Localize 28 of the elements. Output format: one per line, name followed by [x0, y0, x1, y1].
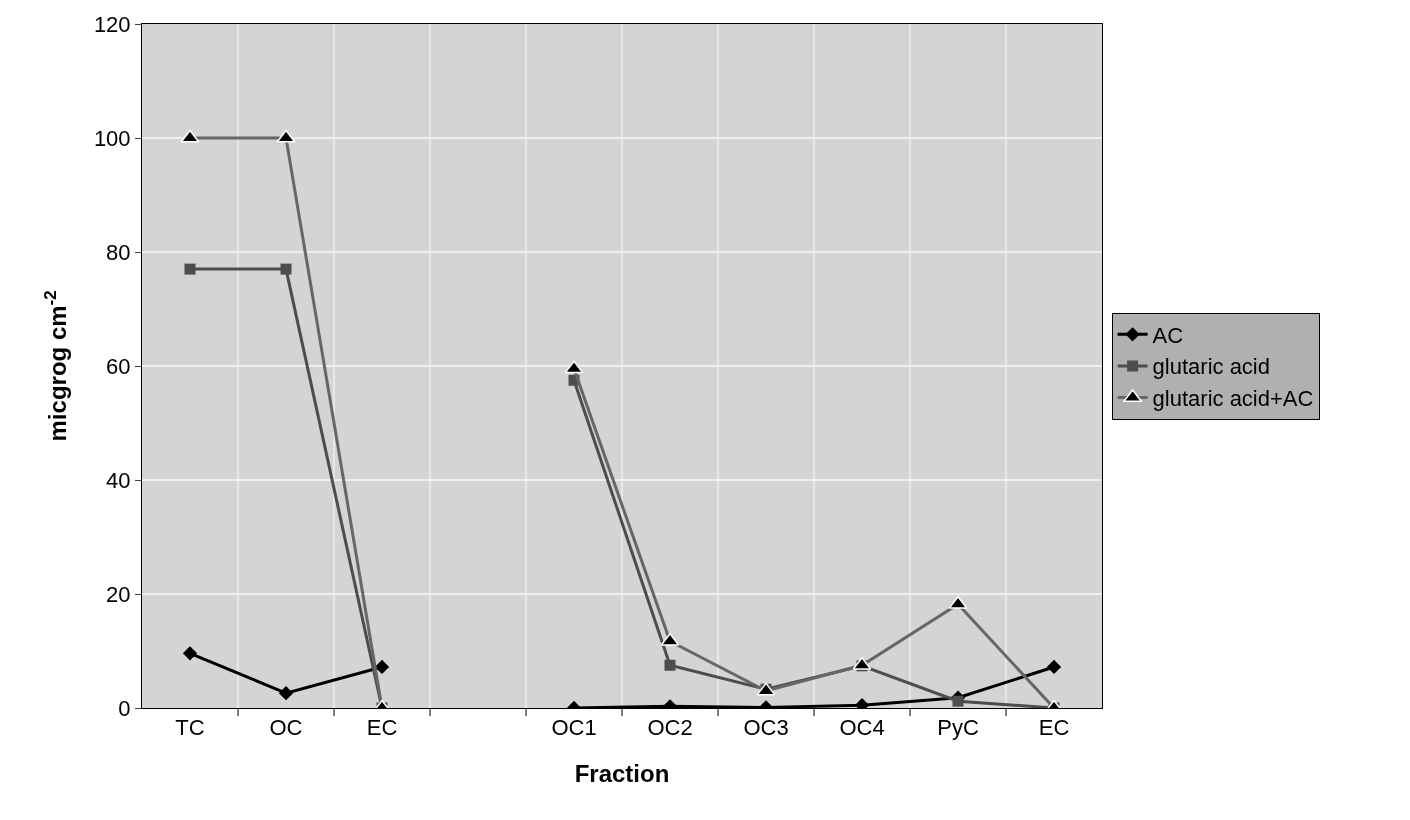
point	[952, 695, 964, 707]
x-tick-label: OC4	[839, 715, 885, 741]
x-axis-title: Fraction	[574, 759, 670, 787]
legend-label: glutaric acid	[1152, 354, 1270, 380]
y-tick-label: 40	[106, 467, 131, 493]
point	[1046, 659, 1062, 675]
point	[664, 659, 676, 671]
x-tick-label: EC	[366, 715, 398, 741]
y-tick-label: 100	[93, 125, 131, 151]
y-tick-label: 20	[106, 581, 131, 607]
point	[374, 659, 390, 675]
x-tick-label: OC3	[743, 715, 789, 741]
point	[280, 263, 292, 275]
x-tick-label: EC	[1038, 715, 1070, 741]
x-tick-label: OC2	[647, 715, 693, 741]
x-tick-label: PyC	[937, 715, 979, 741]
y-tick-label: 60	[106, 353, 131, 379]
y-tick-label: 80	[106, 239, 131, 265]
legend-label: AC	[1152, 322, 1184, 348]
x-tick-label: OC1	[551, 715, 597, 741]
legend-label: glutaric acid+AC	[1152, 386, 1314, 412]
x-tick-label: OC	[269, 715, 303, 741]
y-tick-label: 0	[118, 695, 131, 721]
point	[184, 263, 196, 275]
point	[182, 646, 198, 661]
y-tick-label: 120	[93, 11, 131, 37]
point	[278, 686, 294, 701]
x-tick-label: TC	[175, 715, 205, 741]
